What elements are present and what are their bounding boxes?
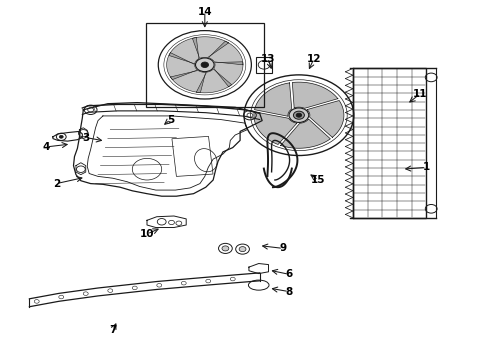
Polygon shape xyxy=(307,100,344,137)
Polygon shape xyxy=(293,82,338,108)
Text: 10: 10 xyxy=(140,229,154,239)
Circle shape xyxy=(296,113,302,117)
Polygon shape xyxy=(281,119,330,148)
Polygon shape xyxy=(169,37,199,64)
Polygon shape xyxy=(214,62,243,87)
Circle shape xyxy=(201,62,209,68)
Text: 11: 11 xyxy=(413,89,428,99)
Text: 5: 5 xyxy=(167,114,174,125)
Polygon shape xyxy=(171,71,206,93)
Text: 3: 3 xyxy=(82,132,89,143)
Bar xyxy=(172,136,213,176)
Text: 7: 7 xyxy=(109,325,117,336)
Text: 6: 6 xyxy=(286,269,293,279)
Polygon shape xyxy=(254,112,297,144)
Circle shape xyxy=(222,246,229,251)
Polygon shape xyxy=(196,69,232,93)
Circle shape xyxy=(294,111,304,119)
Text: 4: 4 xyxy=(43,142,50,152)
Circle shape xyxy=(59,135,63,138)
Text: 13: 13 xyxy=(261,54,276,64)
Text: 8: 8 xyxy=(286,287,293,297)
Text: 1: 1 xyxy=(423,162,430,172)
Text: 2: 2 xyxy=(53,179,60,189)
Text: 12: 12 xyxy=(306,54,321,64)
Polygon shape xyxy=(193,37,229,58)
Text: 9: 9 xyxy=(280,243,287,253)
Bar xyxy=(146,23,264,107)
Bar xyxy=(353,68,426,218)
Polygon shape xyxy=(167,53,197,80)
Bar xyxy=(256,57,272,73)
Polygon shape xyxy=(254,83,292,116)
Text: 15: 15 xyxy=(311,175,326,185)
Circle shape xyxy=(239,247,246,252)
Text: 14: 14 xyxy=(197,6,212,17)
Circle shape xyxy=(196,58,214,72)
Circle shape xyxy=(289,108,309,122)
Polygon shape xyxy=(208,41,243,65)
